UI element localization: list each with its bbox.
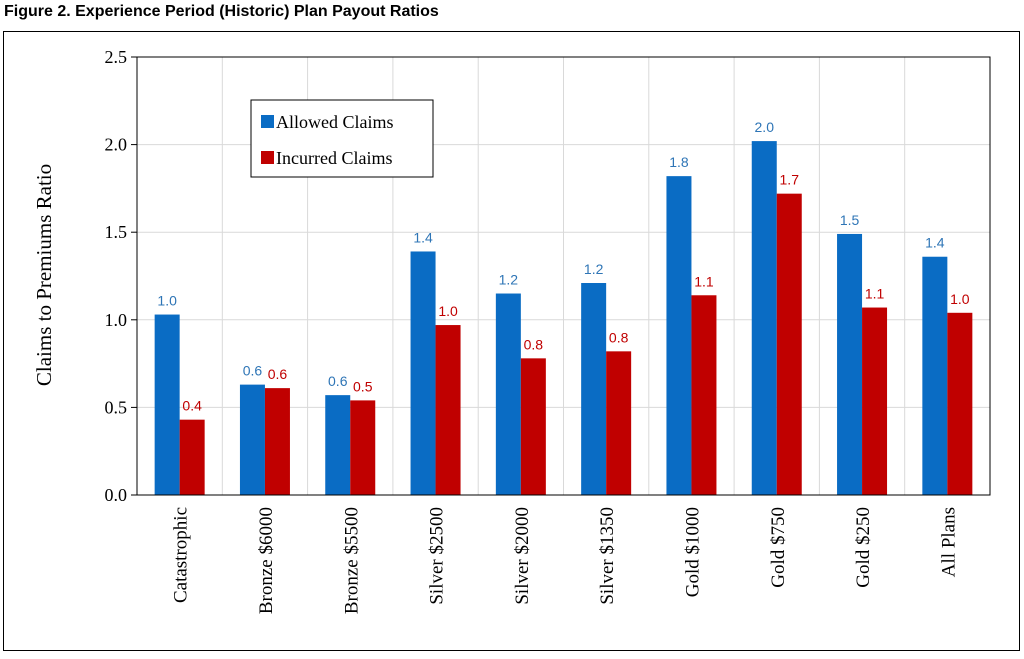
x-tick-label: Gold $750 [768, 507, 789, 588]
bar-allowed-2 [239, 384, 265, 495]
x-tick-label: Bronze $6000 [256, 507, 277, 614]
y-tick-label: 0.0 [105, 485, 128, 505]
bar-allowed-4 [410, 251, 436, 495]
bar-incurred-10 [947, 312, 973, 495]
y-tick-label: 1.0 [105, 310, 128, 330]
y-tick-label: 2.5 [105, 47, 128, 67]
data-label-allowed-2: 0.6 [243, 363, 263, 379]
data-label-allowed-9: 1.5 [840, 212, 860, 228]
bar-incurred-1 [179, 419, 205, 495]
bar-allowed-3 [325, 395, 351, 495]
data-label-allowed-7: 1.8 [669, 154, 689, 170]
y-axis-label: Claims to Premiums Ratio [32, 164, 56, 386]
chart-frame [3, 31, 1020, 651]
bar-incurred-2 [264, 388, 290, 495]
data-labels: 1.0 0.6 0.6 1.4 1.2 1.2 1.8 2.0 1.5 1.4 0.4 0.6 0.5 1… [157, 119, 969, 414]
data-label-incurred-6: 0.8 [609, 329, 629, 345]
bar-allowed-9 [837, 233, 863, 495]
x-tick-label: Silver $2500 [427, 507, 448, 605]
legend-box [250, 99, 434, 178]
data-label-allowed-6: 1.2 [584, 261, 604, 277]
x-tick-label: Bronze $5500 [341, 507, 362, 614]
data-label-incurred-7: 1.1 [694, 273, 714, 289]
legend-swatch-incurred [261, 151, 274, 164]
y-tick-label: 0.5 [105, 397, 128, 417]
bar-incurred-7 [691, 295, 717, 495]
legend: Allowed Claims Incurred Claims [250, 99, 434, 178]
y-tick-label: 2.0 [105, 135, 128, 155]
data-label-incurred-2: 0.6 [268, 366, 288, 382]
data-label-incurred-5: 0.8 [524, 336, 544, 352]
x-tick-label: Silver $1350 [597, 507, 618, 605]
bar-incurred-3 [350, 400, 376, 495]
data-label-incurred-8: 1.7 [780, 172, 800, 188]
data-label-incurred-10: 1.0 [950, 291, 970, 307]
x-tick-label: Gold $250 [853, 507, 874, 588]
data-label-allowed-1: 1.0 [157, 293, 177, 309]
data-label-incurred-3: 0.5 [353, 378, 373, 394]
data-label-allowed-5: 1.2 [499, 272, 519, 288]
figure-title: Figure 2. Experience Period (Historic) P… [4, 3, 439, 20]
x-tick-label: Catastrophic [171, 507, 192, 603]
data-label-allowed-8: 2.0 [755, 119, 775, 135]
bar-incurred-4 [435, 325, 461, 495]
data-label-allowed-10: 1.4 [925, 235, 945, 251]
data-label-allowed-4: 1.4 [413, 229, 433, 245]
x-tick-label: Gold $1000 [682, 507, 703, 597]
legend-label-incurred: Incurred Claims [276, 148, 392, 168]
axes: 0.0 0.5 1.0 1.5 2.0 2.5 Catastrophic Bronze $60… [105, 47, 991, 614]
x-tick-label: All Plans [938, 507, 959, 577]
legend-label-allowed: Allowed Claims [276, 112, 394, 132]
bar-allowed-1 [154, 314, 180, 495]
data-label-incurred-1: 0.4 [182, 398, 202, 414]
legend-swatch-allowed [261, 115, 274, 128]
plot-area-border [136, 56, 991, 496]
x-tick-label: Silver $2000 [512, 507, 533, 605]
bar-allowed-5 [495, 293, 521, 495]
bar-allowed-7 [666, 176, 692, 496]
bar-incurred-9 [862, 307, 888, 495]
bar-allowed-8 [751, 141, 777, 495]
data-label-incurred-4: 1.0 [438, 303, 458, 319]
bar-allowed-6 [581, 283, 607, 495]
data-label-incurred-9: 1.1 [865, 286, 885, 302]
bar-incurred-5 [520, 358, 546, 495]
bar-incurred-8 [776, 193, 802, 495]
bars [154, 141, 973, 496]
y-tick-label: 1.5 [105, 222, 128, 242]
data-label-allowed-3: 0.6 [328, 373, 348, 389]
bar-allowed-10 [922, 256, 948, 495]
bar-incurred-6 [606, 351, 632, 495]
